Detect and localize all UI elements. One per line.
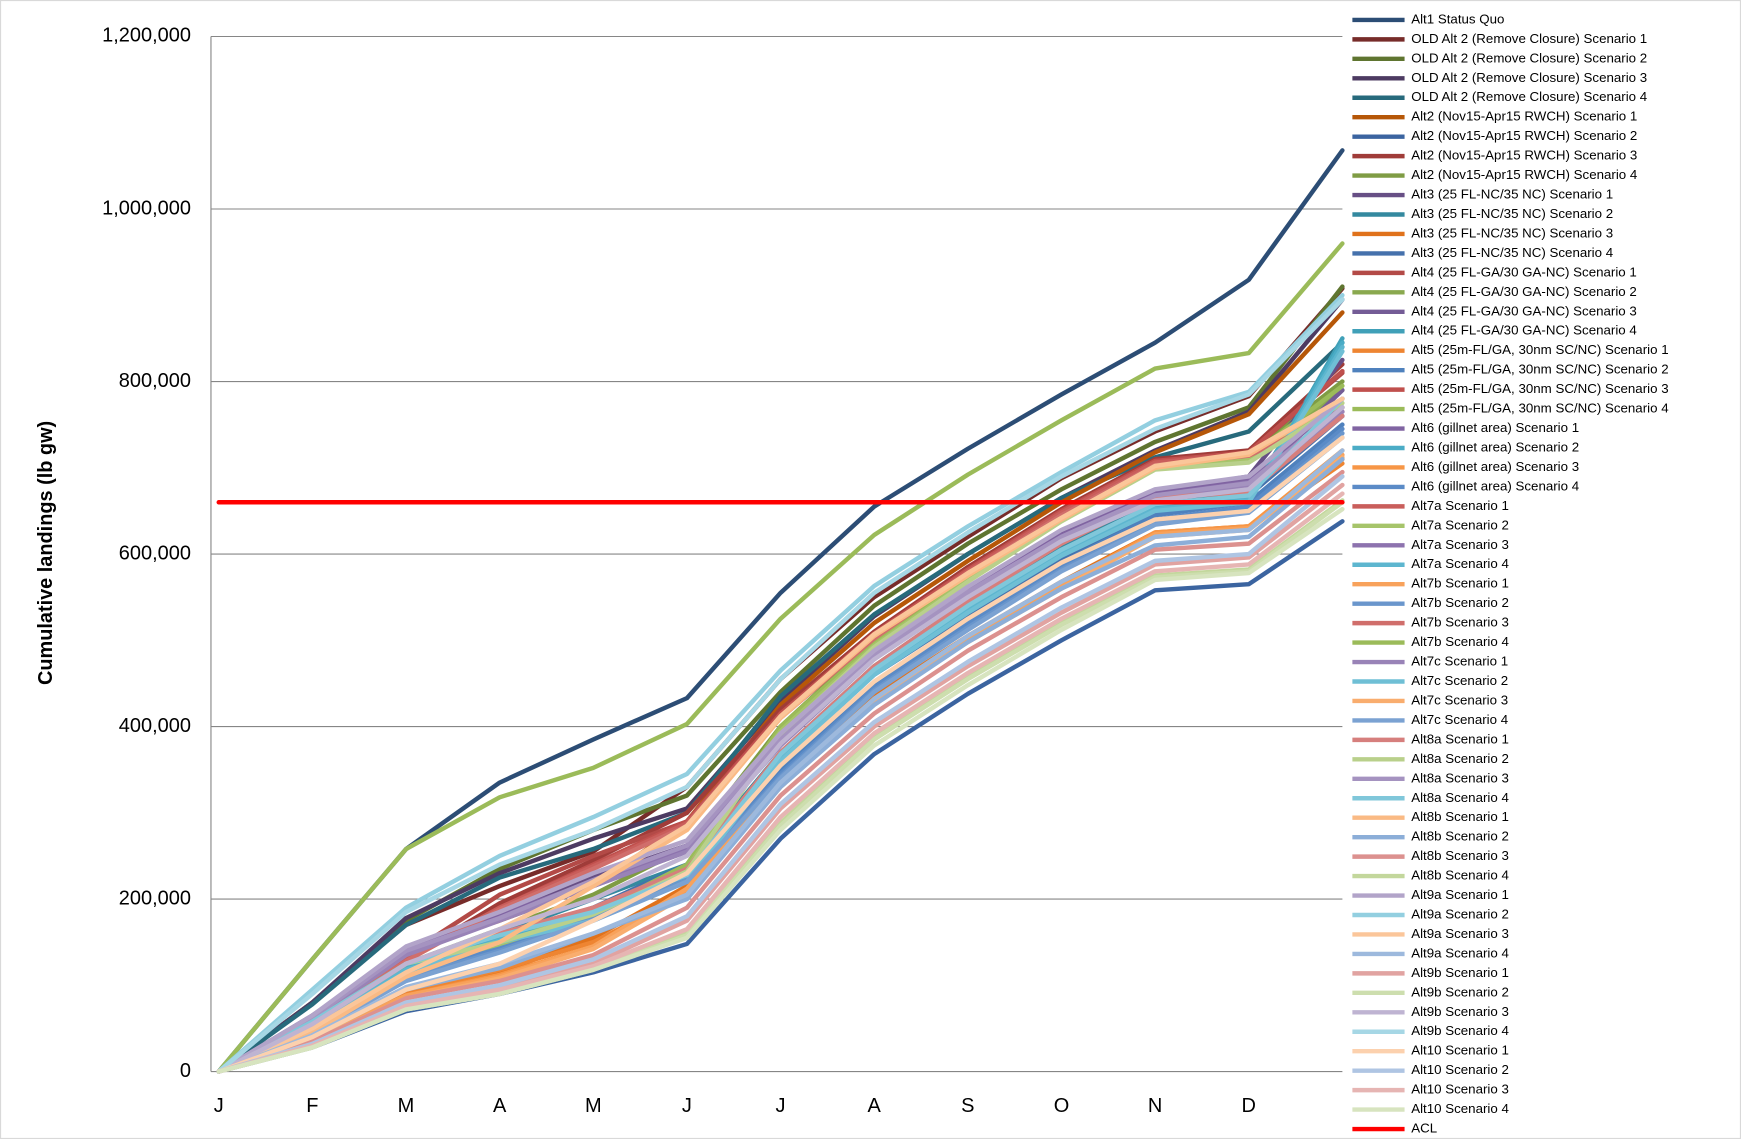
legend-label: Alt4 (25 FL-GA/30 GA-NC) Scenario 3 xyxy=(1411,303,1637,318)
legend-label: Alt6 (gillnet area) Scenario 1 xyxy=(1411,420,1579,435)
legend-label: Alt3 (25 FL-NC/35 NC) Scenario 2 xyxy=(1411,206,1613,221)
legend-label: Alt3 (25 FL-NC/35 NC) Scenario 1 xyxy=(1411,187,1613,202)
series-line xyxy=(216,435,1345,1074)
x-tick-label: F xyxy=(306,1095,318,1117)
x-tick-label: A xyxy=(493,1095,507,1117)
legend-label: Alt8a Scenario 1 xyxy=(1411,731,1509,746)
y-tick-label: 200,000 xyxy=(119,887,191,909)
legend-label: Alt7b Scenario 2 xyxy=(1411,595,1509,610)
legend-label: Alt7c Scenario 3 xyxy=(1411,692,1508,707)
y-tick-label: 800,000 xyxy=(119,370,191,392)
legend-label: Alt5 (25m-FL/GA, 30nm SC/NC) Scenario 4 xyxy=(1411,401,1668,416)
legend-label: Alt2 (Nov15-Apr15 RWCH) Scenario 4 xyxy=(1411,167,1637,182)
series-line xyxy=(216,469,1345,1074)
y-tick-label: 400,000 xyxy=(119,715,191,737)
series-line xyxy=(216,448,1345,1074)
legend-label: Alt6 (gillnet area) Scenario 3 xyxy=(1411,459,1579,474)
legend-label: Alt4 (25 FL-GA/30 GA-NC) Scenario 4 xyxy=(1411,323,1637,338)
legend-label: Alt9a Scenario 1 xyxy=(1411,887,1509,902)
x-tick-label: J xyxy=(214,1095,224,1117)
legend-label: Alt7b Scenario 1 xyxy=(1411,576,1509,591)
legend-label: Alt9a Scenario 4 xyxy=(1411,945,1509,960)
legend-label: Alt10 Scenario 1 xyxy=(1411,1043,1509,1058)
x-tick-label: A xyxy=(868,1095,882,1117)
legend-label: Alt7a Scenario 2 xyxy=(1411,517,1509,532)
legend-label: Alt7b Scenario 4 xyxy=(1411,634,1509,649)
legend-label: Alt6 (gillnet area) Scenario 2 xyxy=(1411,440,1579,455)
legend-label: Alt9b Scenario 1 xyxy=(1411,965,1509,980)
legend-label: Alt7c Scenario 2 xyxy=(1411,673,1508,688)
legend-label: OLD Alt 2 (Remove Closure) Scenario 1 xyxy=(1411,31,1647,46)
x-tick-label: M xyxy=(398,1095,415,1117)
legend-label: Alt5 (25m-FL/GA, 30nm SC/NC) Scenario 1 xyxy=(1411,342,1668,357)
series-line xyxy=(216,491,1345,1074)
legend-label: Alt10 Scenario 2 xyxy=(1411,1062,1509,1077)
y-tick-label: 1,000,000 xyxy=(102,197,191,219)
legend-label: Alt7a Scenario 1 xyxy=(1411,498,1509,513)
legend-label: Alt8b Scenario 4 xyxy=(1411,868,1509,883)
series-line xyxy=(216,241,1345,1074)
x-tick-label: O xyxy=(1054,1095,1070,1117)
legend-label: Alt4 (25 FL-GA/30 GA-NC) Scenario 2 xyxy=(1411,284,1637,299)
legend-label: Alt2 (Nov15-Apr15 RWCH) Scenario 3 xyxy=(1411,148,1637,163)
y-tick-label: 600,000 xyxy=(119,542,191,564)
legend-label: Alt3 (25 FL-NC/35 NC) Scenario 4 xyxy=(1411,245,1613,260)
x-tick-label: D xyxy=(1242,1095,1256,1117)
legend-label: Alt7b Scenario 3 xyxy=(1411,615,1509,630)
y-tick-label: 1,200,000 xyxy=(102,25,191,47)
series-line xyxy=(216,293,1345,1074)
legend-label: Alt4 (25 FL-GA/30 GA-NC) Scenario 1 xyxy=(1411,264,1637,279)
legend-label: Alt1 Status Quo xyxy=(1411,11,1504,26)
legend-label: Alt10 Scenario 3 xyxy=(1411,1082,1509,1097)
legend-label: Alt9b Scenario 4 xyxy=(1411,1023,1509,1038)
legend-label: Alt8a Scenario 2 xyxy=(1411,751,1509,766)
legend-label: Alt2 (Nov15-Apr15 RWCH) Scenario 1 xyxy=(1411,109,1637,124)
legend-label: Alt9b Scenario 3 xyxy=(1411,1004,1509,1019)
legend-label: Alt7a Scenario 3 xyxy=(1411,537,1509,552)
x-tick-label: M xyxy=(585,1095,602,1117)
series-line xyxy=(216,435,1345,1074)
legend-label: OLD Alt 2 (Remove Closure) Scenario 3 xyxy=(1411,70,1647,85)
x-tick-label: J xyxy=(776,1095,786,1117)
legend-label: Alt5 (25m-FL/GA, 30nm SC/NC) Scenario 3 xyxy=(1411,381,1668,396)
legend-label: Alt10 Scenario 4 xyxy=(1411,1101,1509,1116)
series-line xyxy=(216,506,1345,1074)
legend-label: Alt8b Scenario 3 xyxy=(1411,848,1509,863)
legend-label: Alt2 (Nov15-Apr15 RWCH) Scenario 2 xyxy=(1411,128,1637,143)
series-line xyxy=(216,396,1345,1074)
x-tick-label: N xyxy=(1148,1095,1162,1117)
legend-label: Alt9a Scenario 3 xyxy=(1411,926,1509,941)
legend-label: Alt5 (25m-FL/GA, 30nm SC/NC) Scenario 2 xyxy=(1411,362,1668,377)
legend-label: Alt3 (25 FL-NC/35 NC) Scenario 3 xyxy=(1411,225,1613,240)
legend-label: Alt6 (gillnet area) Scenario 4 xyxy=(1411,478,1579,493)
legend-label: Alt8a Scenario 4 xyxy=(1411,790,1509,805)
legend-label: ACL xyxy=(1411,1121,1437,1136)
legend-label: Alt7a Scenario 4 xyxy=(1411,556,1509,571)
y-tick-label: 0 xyxy=(180,1060,191,1082)
legend-label: OLD Alt 2 (Remove Closure) Scenario 2 xyxy=(1411,50,1647,65)
legend-label: Alt7c Scenario 1 xyxy=(1411,654,1508,669)
x-tick-label: J xyxy=(682,1095,692,1117)
series-line xyxy=(216,396,1345,1074)
series-line xyxy=(216,474,1345,1074)
legend-label: Alt9b Scenario 2 xyxy=(1411,984,1509,999)
series-line xyxy=(216,297,1345,1074)
legend-label: Alt8a Scenario 3 xyxy=(1411,770,1509,785)
legend-label: Alt8b Scenario 2 xyxy=(1411,829,1509,844)
legend-label: Alt8b Scenario 1 xyxy=(1411,809,1509,824)
legend-label: OLD Alt 2 (Remove Closure) Scenario 4 xyxy=(1411,89,1647,104)
legend-label: Alt9a Scenario 2 xyxy=(1411,907,1509,922)
x-tick-label: S xyxy=(961,1095,974,1117)
legend-label: Alt7c Scenario 4 xyxy=(1411,712,1508,727)
y-axis-title: Cumulative landings (lb gw) xyxy=(35,421,57,685)
series-line xyxy=(216,405,1345,1074)
